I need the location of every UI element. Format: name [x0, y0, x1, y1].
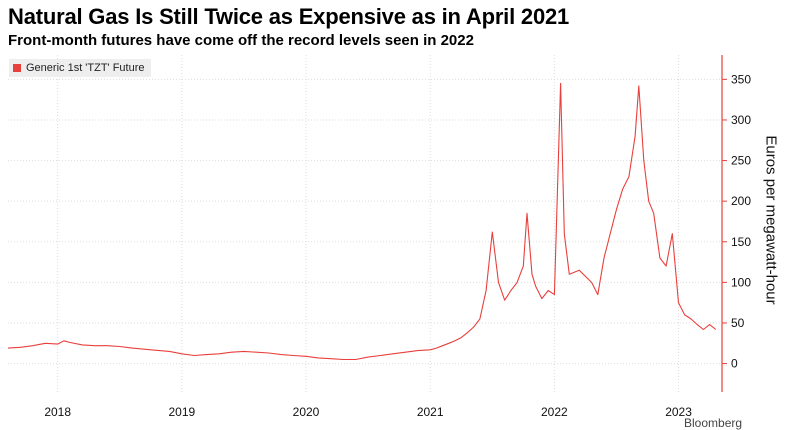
y-axis-label: Euros per megawatt-hour: [762, 135, 780, 305]
x-tick-labels: 2018 2019 2020 2021 2022 2023: [44, 405, 692, 419]
x-tick-label-2023: 2023: [665, 405, 692, 419]
legend-label: Generic 1st 'TZT' Future: [26, 62, 145, 74]
chart-title: Natural Gas Is Still Twice as Expensive …: [8, 4, 570, 29]
y-tick-label-0: 0: [731, 357, 738, 371]
y-tick-label-350: 350: [731, 72, 751, 86]
x-tick-label-2018: 2018: [44, 405, 71, 419]
y-tick-label-100: 100: [731, 275, 751, 289]
source-label: Bloomberg: [684, 416, 743, 430]
y-tick-label-50: 50: [731, 316, 745, 330]
y-tick-labels: 0 50 100 150 200 250 300 350: [722, 72, 751, 371]
series-lines: [7, 82, 717, 361]
legend-swatch: [13, 64, 21, 72]
x-tick-label-2019: 2019: [168, 405, 195, 419]
y-tick-label-150: 150: [731, 235, 751, 249]
y-tick-label-300: 300: [731, 113, 751, 127]
chart-subtitle: Front-month futures have come off the re…: [8, 32, 474, 49]
legend: Generic 1st 'TZT' Future: [9, 59, 151, 77]
x-tick-label-2021: 2021: [417, 405, 444, 419]
gridlines: [8, 55, 722, 392]
y-tick-label-200: 200: [731, 194, 751, 208]
x-tick-label-2020: 2020: [293, 405, 320, 419]
y-tick-label-250: 250: [731, 154, 751, 168]
series-line-0: [7, 82, 717, 361]
x-tick-label-2022: 2022: [541, 405, 568, 419]
